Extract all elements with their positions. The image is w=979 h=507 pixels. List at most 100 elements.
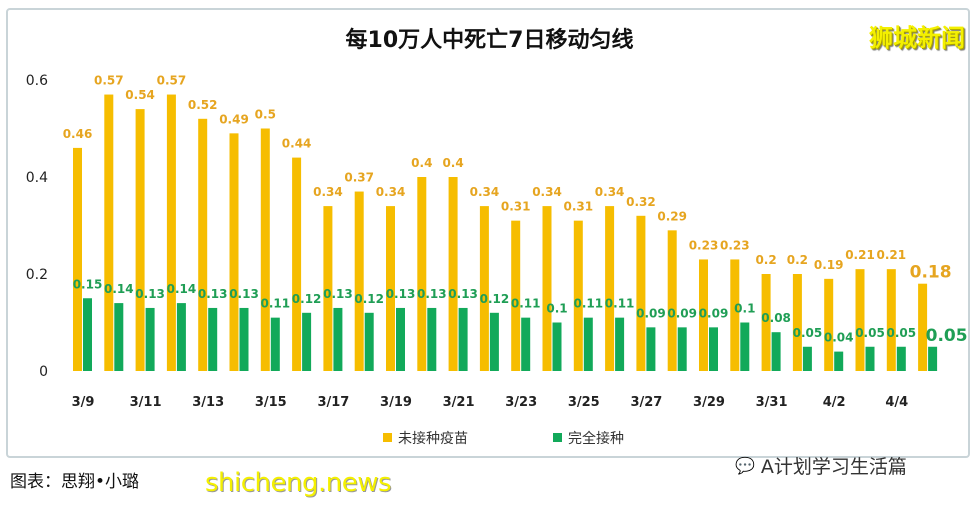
- data-label: 0.09: [667, 306, 697, 320]
- bar-vaccinated: [270, 317, 280, 371]
- bar-vaccinated: [583, 317, 593, 371]
- x-tick-label: 3/17: [317, 395, 349, 410]
- x-tick-label: 4/2: [823, 395, 846, 410]
- data-label: 0.5: [255, 108, 276, 122]
- bar-vaccinated: [458, 307, 468, 371]
- x-tick-label: 3/15: [255, 395, 287, 410]
- data-label: 0.4: [411, 156, 432, 170]
- site-watermark: shicheng.news: [205, 468, 392, 498]
- data-label: 0.14: [167, 282, 197, 296]
- x-tick-label: 3/13: [192, 395, 224, 410]
- bar-vaccinated: [896, 346, 906, 371]
- x-tick-label: 3/29: [693, 395, 725, 410]
- data-label: 0.18: [910, 263, 952, 283]
- data-label: 0.13: [448, 287, 478, 301]
- bar-unvaccinated: [229, 133, 239, 371]
- bar-unvaccinated: [323, 206, 333, 371]
- bar-vaccinated: [521, 317, 531, 371]
- data-label: 0.05: [793, 326, 823, 340]
- bar-unvaccinated: [448, 177, 458, 371]
- data-label: 0.44: [282, 137, 312, 151]
- data-label: 0.31: [501, 200, 531, 214]
- bar-vaccinated: [802, 346, 812, 371]
- bar-unvaccinated: [104, 94, 114, 372]
- data-label: 0.2: [787, 253, 808, 267]
- x-tick-label: 3/19: [380, 395, 412, 410]
- data-label: 0.13: [198, 287, 228, 301]
- data-label: 0.29: [657, 209, 687, 223]
- data-label: 0.37: [344, 171, 374, 185]
- chart-frame: [6, 8, 970, 458]
- x-tick-label: 3/11: [130, 395, 162, 410]
- bar-vaccinated: [364, 312, 374, 371]
- bar-vaccinated: [396, 307, 405, 371]
- data-label: 0.21: [876, 248, 906, 262]
- data-label: 0.13: [229, 287, 259, 301]
- bar-unvaccinated: [354, 191, 364, 371]
- bar-vaccinated: [615, 317, 625, 371]
- y-tick-label: 0.4: [26, 170, 48, 186]
- data-label: 0.05: [926, 326, 968, 346]
- bar-vaccinated: [865, 346, 875, 371]
- bar-vaccinated: [552, 322, 562, 371]
- data-label: 0.14: [104, 282, 134, 296]
- data-label: 0.12: [292, 292, 322, 306]
- data-label: 0.09: [699, 306, 729, 320]
- bar-vaccinated: [771, 332, 781, 371]
- data-label: 0.09: [636, 306, 666, 320]
- bar-vaccinated: [427, 307, 437, 371]
- data-label: 0.13: [417, 287, 447, 301]
- data-label: 0.13: [386, 287, 416, 301]
- chart-credit: 图表：思翔•小璐: [10, 472, 140, 492]
- bar-vaccinated: [83, 298, 92, 371]
- y-tick-label: 0: [39, 364, 48, 380]
- bar-vaccinated: [176, 303, 186, 371]
- bar-vaccinated: [834, 351, 844, 371]
- bar-unvaccinated: [417, 177, 427, 371]
- data-label: 0.1: [734, 302, 755, 316]
- bar-unvaccinated: [166, 94, 176, 372]
- legend-label: 未接种疫苗: [398, 430, 468, 447]
- data-label: 0.46: [63, 127, 93, 141]
- bar-vaccinated: [677, 327, 687, 371]
- chart-title: 每10万人中死亡7日移动匀线: [345, 28, 634, 53]
- data-label: 0.34: [595, 185, 625, 199]
- watermark-logo: 狮城新闻: [869, 24, 965, 52]
- data-label: 0.13: [323, 287, 353, 301]
- legend-swatch: [383, 433, 392, 442]
- x-tick-label: 3/25: [568, 395, 600, 410]
- data-label: 0.11: [511, 297, 541, 311]
- legend-label: 完全接种: [568, 430, 624, 447]
- bar-unvaccinated: [855, 269, 865, 371]
- bar-vaccinated: [928, 346, 938, 371]
- x-tick-label: 3/27: [630, 395, 662, 410]
- data-label: 0.05: [855, 326, 885, 340]
- data-label: 0.1: [546, 302, 567, 316]
- bar-vaccinated: [333, 307, 343, 371]
- bar-unvaccinated: [792, 274, 802, 371]
- bar-unvaccinated: [667, 230, 677, 371]
- bar-unvaccinated: [824, 278, 834, 371]
- bar-unvaccinated: [73, 147, 82, 371]
- bar-unvaccinated: [511, 220, 521, 371]
- bar-unvaccinated: [886, 269, 896, 371]
- x-tick-label: 4/4: [885, 395, 908, 410]
- bar-unvaccinated: [260, 128, 270, 371]
- data-label: 0.21: [845, 248, 875, 262]
- data-label: 0.05: [886, 326, 916, 340]
- bar-vaccinated: [740, 322, 750, 371]
- bar-unvaccinated: [730, 259, 740, 371]
- bar-unvaccinated: [479, 206, 489, 371]
- data-label: 0.31: [563, 200, 593, 214]
- data-label: 0.34: [376, 185, 406, 199]
- bar-vaccinated: [709, 327, 718, 371]
- bar-vaccinated: [302, 312, 312, 371]
- bar-vaccinated: [646, 327, 656, 371]
- data-label: 0.4: [442, 156, 463, 170]
- bar-vaccinated: [145, 307, 155, 371]
- data-label: 0.57: [157, 74, 187, 88]
- legend-swatch: [553, 433, 562, 442]
- bar-unvaccinated: [636, 215, 646, 371]
- data-label: 0.32: [626, 195, 656, 209]
